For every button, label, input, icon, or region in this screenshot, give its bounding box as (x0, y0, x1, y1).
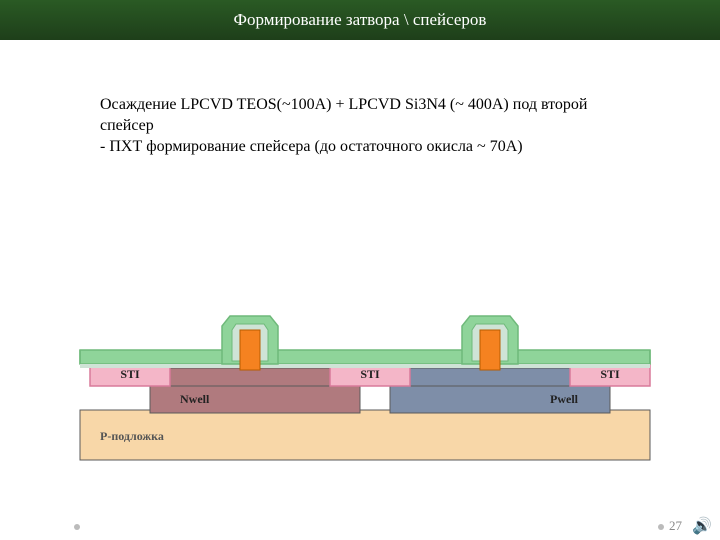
diagram-svg: P-подложка Nwell Pwell STI STI STI (70, 290, 660, 470)
slide-title: Формирование затвора \ спейсеров (234, 10, 487, 30)
footer-bullet-left (74, 524, 80, 530)
slide-header: Формирование затвора \ спейсеров (0, 0, 720, 40)
svg-text:Nwell: Nwell (180, 392, 210, 406)
body-line-2: - ПХТ формирование спейсера (до остаточн… (100, 137, 640, 158)
body-text: Осаждение LPCVD TEOS(~100A) + LPCVD Si3N… (100, 95, 640, 157)
svg-text:P-подложка: P-подложка (100, 429, 164, 443)
body-line-1: Осаждение LPCVD TEOS(~100A) + LPCVD Si3N… (100, 95, 640, 137)
svg-text:STI: STI (360, 367, 380, 381)
cross-section-diagram: P-подложка Nwell Pwell STI STI STI (70, 290, 660, 470)
svg-text:Pwell: Pwell (550, 392, 579, 406)
footer-bullet-right (658, 524, 664, 530)
svg-text:STI: STI (120, 367, 140, 381)
page-number: 27 (669, 518, 682, 534)
svg-text:STI: STI (600, 367, 620, 381)
speaker-icon: 🔊 (692, 516, 712, 536)
